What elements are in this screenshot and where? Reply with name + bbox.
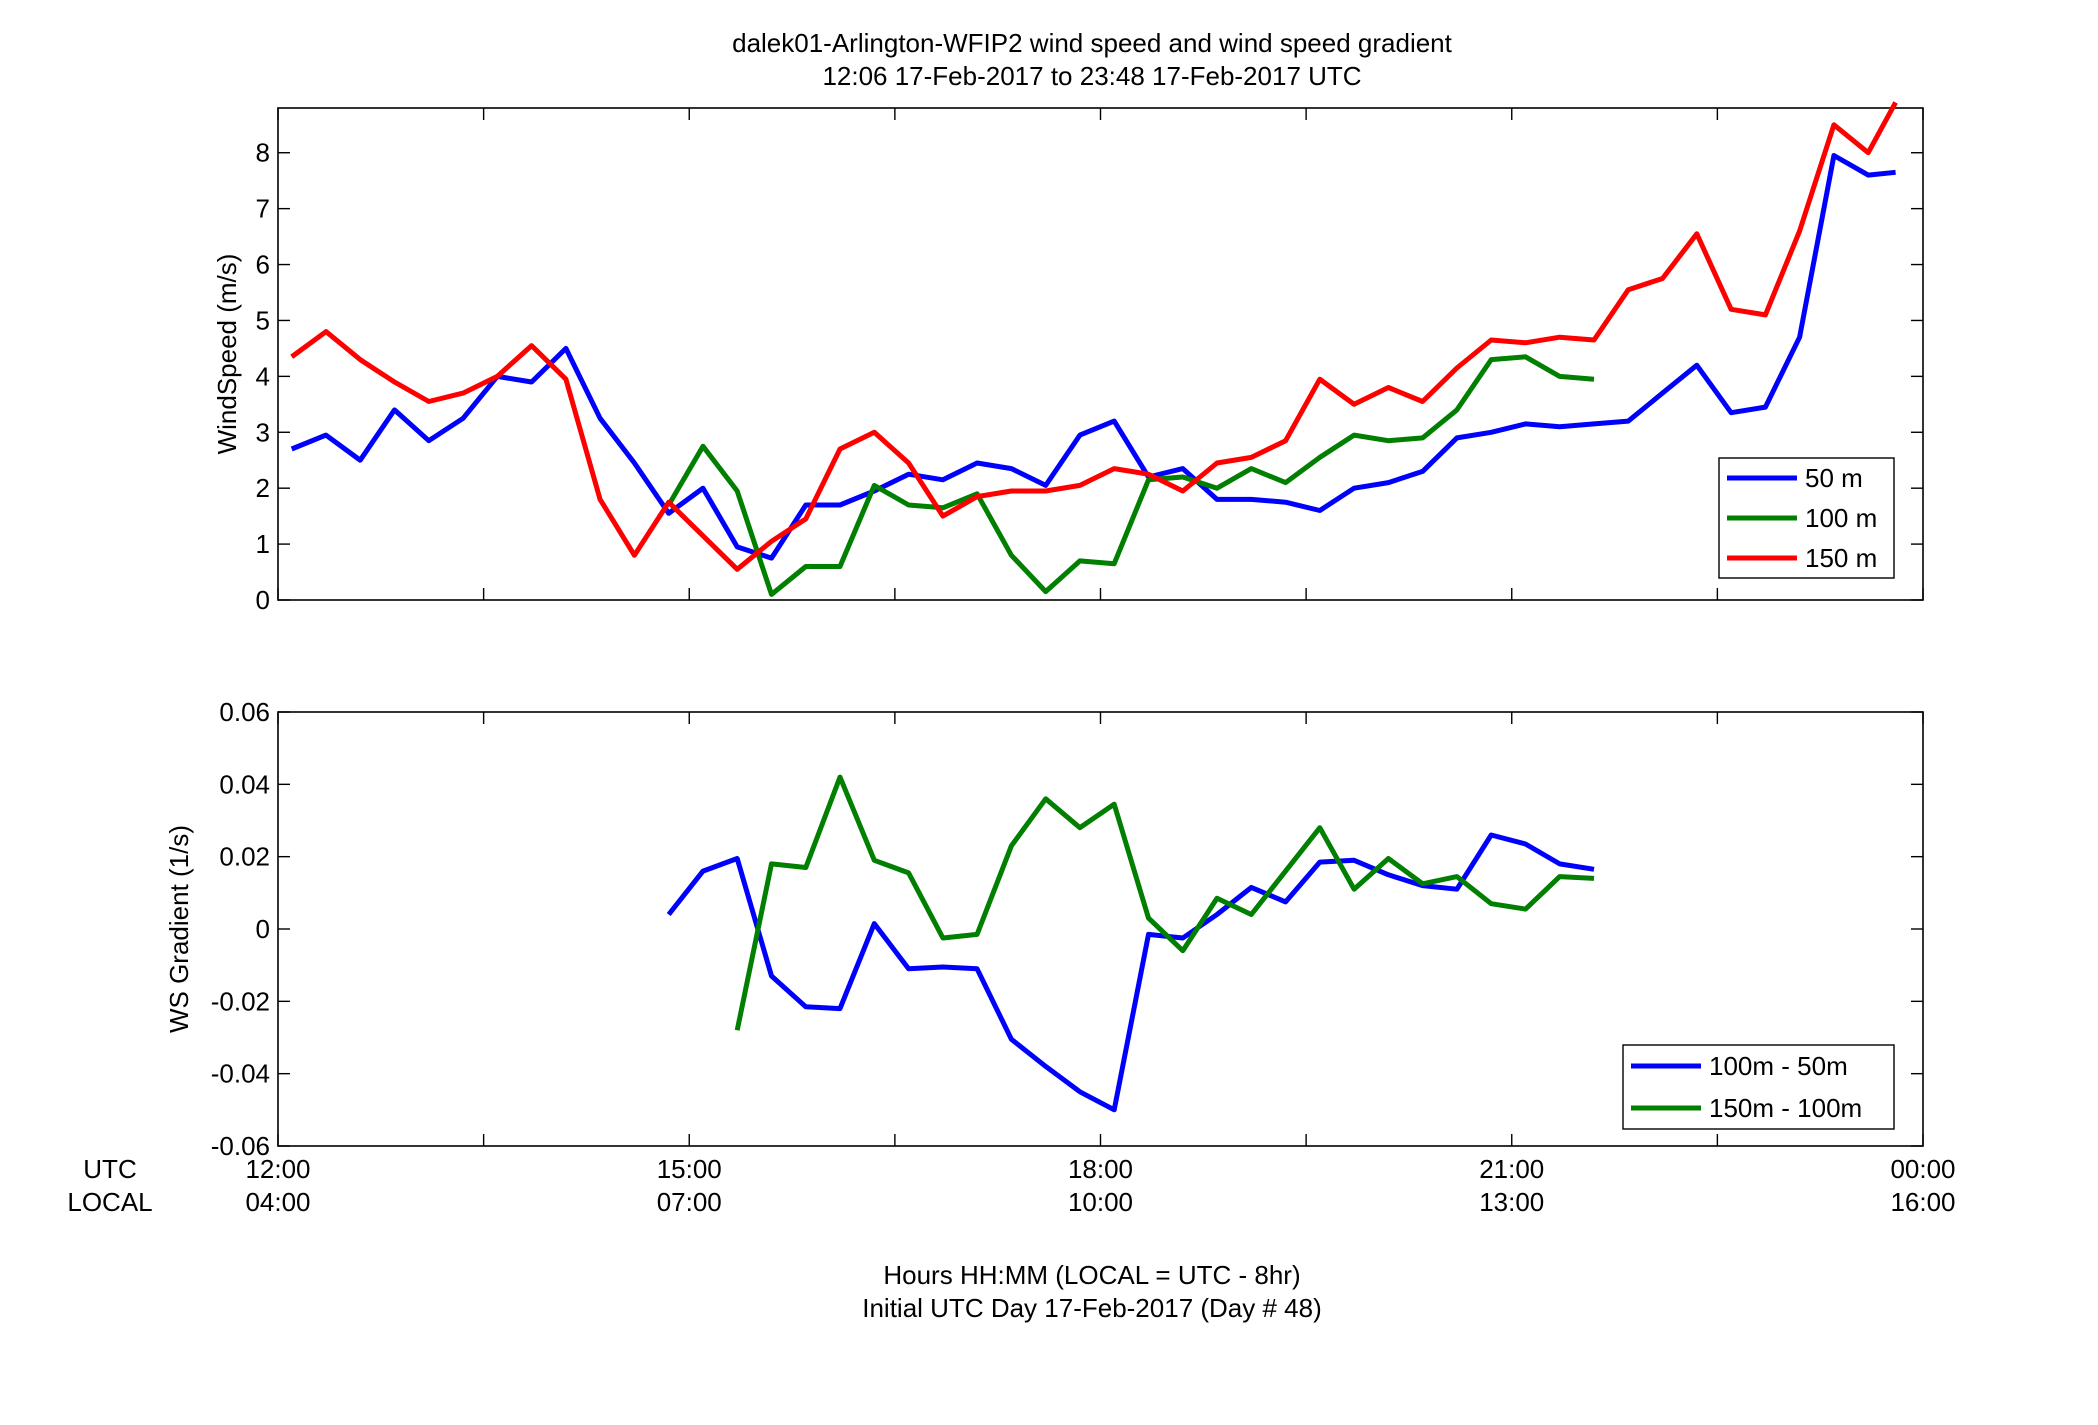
x-axis-label-line1: Hours HH:MM (LOCAL = UTC - 8hr) — [883, 1260, 1300, 1290]
legend-label: 150m - 100m — [1709, 1093, 1862, 1123]
y-axis-label: WindSpeed (m/s) — [212, 254, 242, 455]
x-tick-label-utc: 12:00 — [245, 1154, 310, 1184]
legend-label: 50 m — [1805, 463, 1863, 493]
x-tick-label-utc: 18:00 — [1068, 1154, 1133, 1184]
series-line — [666, 354, 1595, 597]
y-tick-label: 5 — [256, 305, 270, 335]
y-tick-label: 2 — [256, 473, 270, 503]
y-tick-label: 7 — [256, 194, 270, 224]
y-tick-label: 0.02 — [219, 842, 270, 872]
y-tick-label: 0.06 — [219, 697, 270, 727]
x-tick-label-local: 07:00 — [657, 1187, 722, 1217]
legend-label: 150 m — [1805, 543, 1877, 573]
series-line — [666, 832, 1595, 1113]
x-tick-label-local: 16:00 — [1890, 1187, 1955, 1217]
series-line — [290, 101, 1898, 572]
series-line — [734, 774, 1595, 1031]
utc-row-label: UTC — [83, 1154, 136, 1184]
legend: 50 m 100 m 150 m — [1718, 457, 1895, 579]
legend-box — [1622, 1044, 1895, 1130]
y-tick-label: -0.04 — [211, 1059, 270, 1089]
y-tick-label: 0.04 — [219, 769, 270, 799]
y-tick-label: 6 — [256, 250, 270, 280]
legend-label: 100m - 50m — [1709, 1051, 1848, 1081]
y-tick-label: 4 — [256, 361, 270, 391]
legend: 100m - 50m 150m - 100m — [1622, 1044, 1895, 1130]
y-tick-label: 3 — [256, 417, 270, 447]
x-tick-label-utc: 00:00 — [1890, 1154, 1955, 1184]
y-tick-label: 0 — [256, 914, 270, 944]
y-axis-label: WS Gradient (1/s) — [164, 825, 194, 1033]
gradient-panel: -0.06 -0.04 -0.02 0 0.02 0.04 0.06 WS Gradient … — [164, 697, 1924, 1161]
x-tick-label-local: 04:00 — [245, 1187, 310, 1217]
x-tick-label-local: 10:00 — [1068, 1187, 1133, 1217]
windspeed-panel: 0 1 2 3 4 5 6 7 8 WindSpeed (m/s) 50 m 100 m 150 m — [212, 101, 1924, 615]
chart-title-line1: dalek01-Arlington-WFIP2 wind speed and w… — [732, 28, 1453, 58]
x-tick-label-utc: 21:00 — [1479, 1154, 1544, 1184]
y-tick-label: 8 — [256, 138, 270, 168]
x-tick-label-local: 13:00 — [1479, 1187, 1544, 1217]
y-tick-label: -0.02 — [211, 986, 270, 1016]
x-tick-label-utc: 15:00 — [657, 1154, 722, 1184]
x-axis-label-line2: Initial UTC Day 17-Feb-2017 (Day # 48) — [862, 1293, 1322, 1323]
local-row-label: LOCAL — [67, 1187, 152, 1217]
legend-label: 100 m — [1805, 503, 1877, 533]
y-tick-label: -0.06 — [211, 1131, 270, 1161]
series-line — [290, 153, 1896, 561]
y-tick-label: 0 — [256, 585, 270, 615]
y-tick-label: 1 — [256, 529, 270, 559]
chart-title-line2: 12:06 17-Feb-2017 to 23:48 17-Feb-2017 U… — [822, 61, 1361, 91]
